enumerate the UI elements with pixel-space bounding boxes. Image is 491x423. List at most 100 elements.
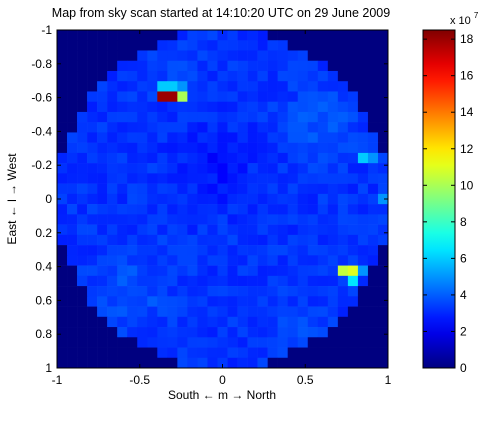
heatmap-cell [57,81,68,92]
heatmap-cell [257,224,268,236]
heatmap-cell [287,214,299,225]
heatmap-cell [347,60,359,72]
heatmap-cell [157,101,168,113]
heatmap-cell [197,234,208,246]
heatmap-cell [167,337,178,348]
heatmap-cell [57,30,68,41]
heatmap-cell [217,50,228,62]
y-axis-ticks: -1 -0.8 -0.6 -0.4 -0.2 0 0.2 0.4 0.6 0.8 1 [31,23,388,375]
heatmap-cell [317,275,329,287]
heatmap-cell [117,286,128,297]
heatmap-cell [167,40,178,51]
heatmap-cell [87,40,98,51]
heatmap-cell [357,204,369,215]
heatmap-cell [87,30,98,41]
heatmap-cell [327,306,339,318]
heatmap-cell [97,70,108,82]
heatmap-cell [187,173,198,184]
heatmap-cell [217,142,228,154]
heatmap-cell [297,316,309,328]
heatmap-cell [87,337,98,348]
heatmap-cell [67,111,78,123]
heatmap-cell [167,132,178,143]
heatmap-cell [147,183,158,195]
heatmap-cell [107,30,118,41]
heatmap-cell [247,132,258,143]
heatmap-cell [307,275,319,287]
heatmap-cell [197,245,208,256]
heatmap-cell [297,204,309,215]
heatmap-cell [77,101,88,113]
heatmap-cell [317,163,329,174]
heatmap-cell [107,142,118,154]
heatmap-cell [377,91,389,102]
heatmap-cell [257,234,268,246]
heatmap-cell [217,255,228,266]
heatmap-cell [337,50,349,62]
heatmap-cell [207,214,218,225]
heatmap-cell [257,265,268,277]
heatmap-cell [377,347,389,359]
heatmap-cell [327,81,339,92]
heatmap-cell [117,70,128,82]
heatmap-cell [367,142,379,154]
heatmap-cell [367,204,379,215]
heatmap-cell [207,286,218,297]
heatmap-cell [187,316,198,328]
x-tick-label: 0 [219,373,226,387]
heatmap-cell [377,70,389,82]
heatmap-cell [227,40,238,51]
heatmap-cell [357,132,369,143]
heatmap-cell [277,142,288,154]
heatmap-cell [277,193,288,205]
heatmap-cell [347,142,359,154]
heatmap-cell [197,142,208,154]
heatmap-cell [137,70,148,82]
heatmap-cell [137,347,148,359]
heatmap-cell [167,286,178,297]
heatmap-cell [277,40,288,51]
heatmap-cell [177,152,188,164]
heatmap-cell [327,224,339,236]
heatmap-cell [97,193,108,205]
heatmap-cell [127,60,138,72]
heatmap-cell [247,234,258,246]
heatmap-cell [157,224,168,236]
heatmap-cell [227,81,238,92]
heatmap-cell [277,357,288,369]
heatmap-cell [187,193,198,205]
heatmap-cell [297,255,309,266]
heatmap-cell [167,183,178,195]
heatmap-cell [307,255,319,266]
heatmap-cell [347,122,359,133]
heatmap-cell [137,101,148,113]
heatmap-cell [177,275,188,287]
heatmap-cell [247,142,258,154]
heatmap-cell [147,234,158,246]
heatmap-cell [247,337,258,348]
heatmap-cell [117,193,128,205]
heatmap-cell [227,214,238,225]
heatmap-cell [227,245,238,256]
heatmap-cell [377,224,389,236]
heatmap-cell [67,306,78,318]
heatmap-cell [267,327,278,338]
heatmap-cell [57,296,68,307]
heatmap-cell [237,296,248,307]
heatmap-cell [367,316,379,328]
heatmap-cell [377,275,389,287]
heatmap-cell [167,245,178,256]
heatmap-cell [187,306,198,318]
heatmap-cell [297,306,309,318]
heatmap-cell [227,142,238,154]
heatmap-cell [297,275,309,287]
heatmap-cell [137,255,148,266]
heatmap-cell [367,306,379,318]
heatmap-cell [127,286,138,297]
heatmap-cell [207,265,218,277]
heatmap-cell [117,101,128,113]
heatmap-cell [87,101,98,113]
heatmap-cell [317,234,329,246]
heatmap-cell [367,101,379,113]
heatmap-cell [357,286,369,297]
